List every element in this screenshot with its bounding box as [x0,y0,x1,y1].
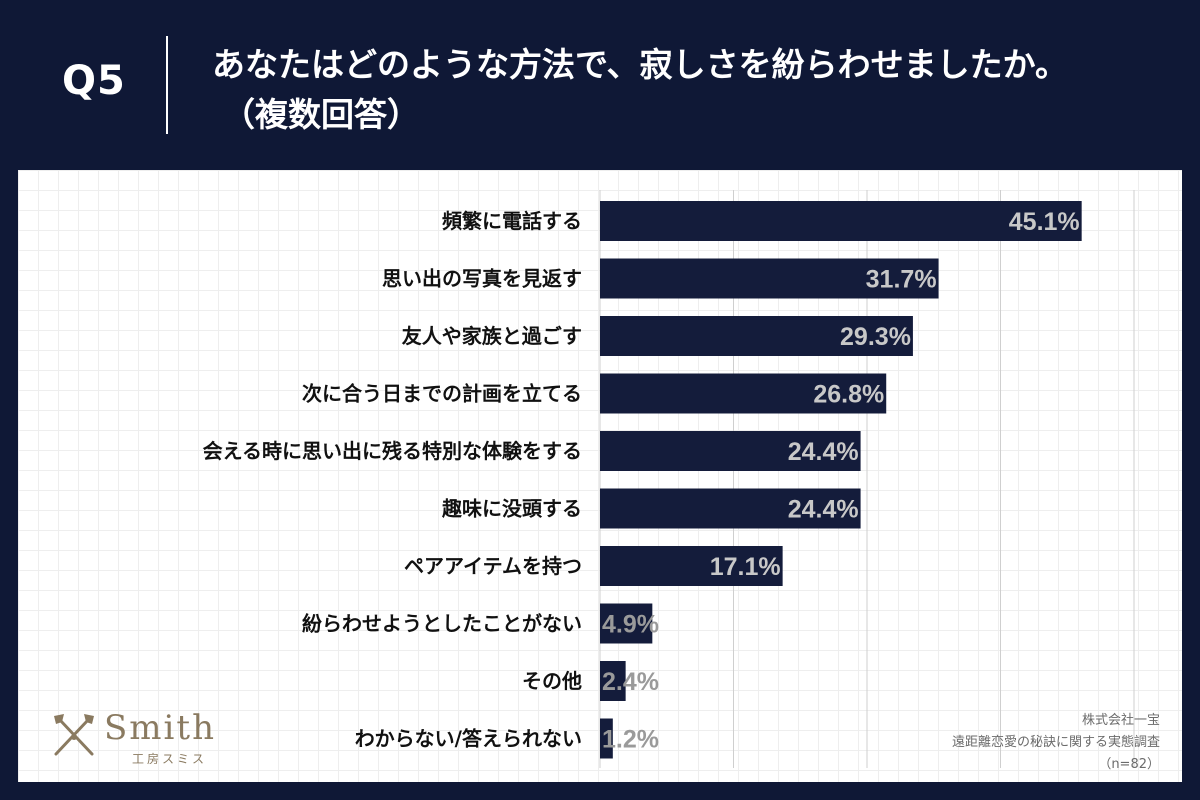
source-note: 株式会社一宝 遠距離恋愛の秘訣に関する実態調査 （n=82） [840,710,1160,776]
bar [600,316,913,356]
category-label: 思い出の写真を見返す [382,267,582,291]
value-label: 26.8% [813,381,884,409]
value-label: 17.1% [710,553,781,581]
bar [600,488,861,529]
header: Q5 あなたはどのような方法で、寂しさを紛らわせましたか。 （複数回答） [0,0,1200,170]
chart-panel: 頻繁に電話する 45.1% 思い出の写真を見返す 31.7% 友人や家族と過ごす 29.3… [18,170,1182,782]
category-label: 会える時に思い出に残る特別な体験をする [203,439,582,463]
bar [600,603,653,644]
value-label: 29.3% [840,323,911,351]
bar [600,718,613,759]
value-label: 24.4% [788,496,859,524]
question-title-line2: （複数回答） [222,95,420,134]
question-number: Q5 [62,58,126,104]
value-label: 1.2% [602,726,659,754]
question-title: あなたはどのような方法で、寂しさを紛らわせましたか。 （複数回答） [212,40,1172,140]
value-label: 2.4% [602,668,659,696]
category-label: 次に合う日までの計画を立てる [302,382,582,406]
crossed-tools-icon [54,714,94,756]
category-label: その他 [522,669,582,693]
category-label: ペアアイテムを持つ [404,554,582,578]
logo-name: Smith [104,708,216,748]
bar [600,258,939,299]
bar-chart: 頻繁に電話する 45.1% 思い出の写真を見返す 31.7% 友人や家族と過ごす 29.3… [203,190,1135,768]
value-label: 45.1% [1009,208,1080,236]
bar [600,661,626,701]
bar [600,431,861,471]
question-title-line1: あなたはどのような方法で、寂しさを紛らわせましたか。 [212,45,1069,84]
category-label: 紛らわせようとしたことがない [302,612,582,636]
value-label: 24.4% [788,438,859,466]
source-survey: 遠距離恋愛の秘訣に関する実態調査 [951,735,1160,750]
header-divider [166,36,168,134]
category-label: 頻繁に電話する [442,209,582,233]
source-sample: （n=82） [1098,757,1160,772]
bar [600,201,1082,241]
value-label: 4.9% [602,611,659,639]
logo-subtitle: 工房スミス [132,752,208,766]
bar [600,546,783,586]
value-label: 31.7% [866,266,937,294]
category-label: わからない/答えられない [355,727,582,751]
bar [600,373,887,414]
category-label: 友人や家族と過ごす [402,324,582,348]
source-company: 株式会社一宝 [1081,713,1160,728]
smith-logo: Smith 工房スミス [48,708,248,768]
category-label: 趣味に没頭する [441,497,582,521]
